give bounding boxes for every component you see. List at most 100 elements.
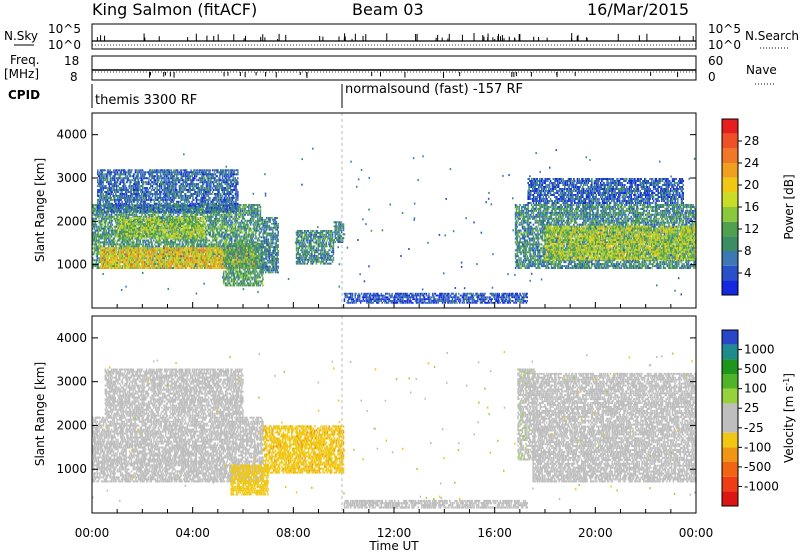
power-cell bbox=[101, 235, 103, 238]
power-cell bbox=[193, 253, 196, 256]
power-cell bbox=[215, 255, 217, 258]
power-cell bbox=[191, 239, 194, 242]
power-cell bbox=[168, 207, 170, 210]
power-cell bbox=[180, 245, 183, 248]
power-cell bbox=[195, 213, 197, 216]
power-cell bbox=[156, 219, 159, 222]
power-cell bbox=[112, 249, 114, 252]
power-cell bbox=[205, 245, 208, 248]
power-cell bbox=[125, 213, 127, 216]
power-cell bbox=[186, 243, 188, 246]
power-cell bbox=[98, 217, 100, 220]
power-cell bbox=[207, 263, 209, 266]
power-cell bbox=[104, 215, 107, 218]
power-cell bbox=[103, 211, 106, 214]
power-cell bbox=[160, 263, 162, 266]
power-cell bbox=[120, 245, 123, 248]
power-cell bbox=[107, 259, 110, 262]
power-cell bbox=[153, 255, 156, 258]
power-cell bbox=[98, 251, 100, 254]
power-cell bbox=[109, 243, 112, 246]
power-cell bbox=[135, 223, 138, 226]
power-cell bbox=[106, 265, 109, 268]
power-cell bbox=[144, 211, 146, 214]
power-cell bbox=[126, 213, 128, 216]
power-cell bbox=[150, 253, 153, 256]
power-cell bbox=[206, 223, 209, 226]
power-cell bbox=[113, 261, 116, 264]
power-cell bbox=[240, 207, 242, 210]
power-cell bbox=[187, 241, 189, 244]
power-cell bbox=[162, 257, 164, 260]
power-cell bbox=[139, 241, 141, 244]
power-cell bbox=[140, 255, 143, 258]
power-cell bbox=[229, 233, 231, 236]
power-cell bbox=[111, 227, 114, 230]
power-cell bbox=[190, 251, 192, 254]
power-cell bbox=[146, 225, 149, 228]
power-cell bbox=[118, 247, 121, 250]
power-cell bbox=[162, 239, 165, 242]
power-cell bbox=[212, 261, 214, 264]
power-cell bbox=[217, 211, 220, 214]
power-cell bbox=[97, 241, 99, 244]
power-cell bbox=[209, 229, 211, 232]
power-cell bbox=[217, 245, 220, 248]
power-cell bbox=[216, 229, 219, 232]
power-cell bbox=[248, 206, 250, 208]
power-cell bbox=[131, 259, 134, 262]
power-cell bbox=[138, 245, 141, 248]
power-cell bbox=[117, 253, 119, 256]
power-cell bbox=[224, 233, 227, 236]
power-cell bbox=[210, 241, 212, 244]
power-cell bbox=[133, 229, 135, 232]
power-cell bbox=[95, 241, 98, 244]
power-cell bbox=[169, 243, 171, 246]
power-cell bbox=[100, 237, 102, 240]
power-cell bbox=[200, 255, 202, 258]
power-cell bbox=[219, 243, 221, 246]
power-cell bbox=[183, 215, 185, 218]
power-cell bbox=[96, 239, 98, 242]
power-cell bbox=[181, 241, 184, 244]
power-cell bbox=[179, 265, 181, 268]
power-cell bbox=[102, 241, 105, 244]
power-cell bbox=[176, 265, 178, 268]
power-cell bbox=[160, 267, 162, 269]
power-cell bbox=[222, 243, 224, 246]
power-cell bbox=[105, 239, 107, 242]
power-cell bbox=[172, 247, 174, 250]
power-cell bbox=[98, 237, 100, 240]
power-cell bbox=[124, 241, 126, 244]
power-cell bbox=[99, 241, 101, 244]
power-cell bbox=[223, 227, 226, 230]
power-cell bbox=[99, 225, 101, 228]
power-cell bbox=[186, 257, 188, 260]
power-cell bbox=[145, 243, 148, 246]
power-cell bbox=[224, 237, 227, 240]
power-cell bbox=[227, 219, 229, 222]
power-cell bbox=[174, 253, 176, 256]
power-cell bbox=[148, 253, 150, 256]
power-cell bbox=[219, 257, 222, 260]
power-cell bbox=[145, 211, 148, 214]
beam-title: Beam 03 bbox=[352, 0, 424, 19]
nsearch-label: N.Search bbox=[745, 29, 799, 43]
power-cell bbox=[145, 221, 148, 224]
power-cell bbox=[103, 227, 106, 230]
power-cell bbox=[247, 223, 249, 226]
power-cell bbox=[167, 261, 170, 264]
power-cell bbox=[98, 215, 100, 218]
power-cell bbox=[121, 223, 124, 226]
power-cell bbox=[97, 235, 99, 238]
power-cell bbox=[135, 231, 138, 234]
power-cell bbox=[149, 241, 151, 244]
power-cell bbox=[129, 249, 131, 252]
power-cell bbox=[92, 237, 94, 240]
power-cell bbox=[143, 225, 145, 228]
power-cell bbox=[153, 211, 155, 214]
power-cell bbox=[120, 267, 122, 269]
power-cell bbox=[197, 247, 199, 250]
power-cell bbox=[157, 213, 159, 216]
power-cell bbox=[118, 265, 120, 268]
